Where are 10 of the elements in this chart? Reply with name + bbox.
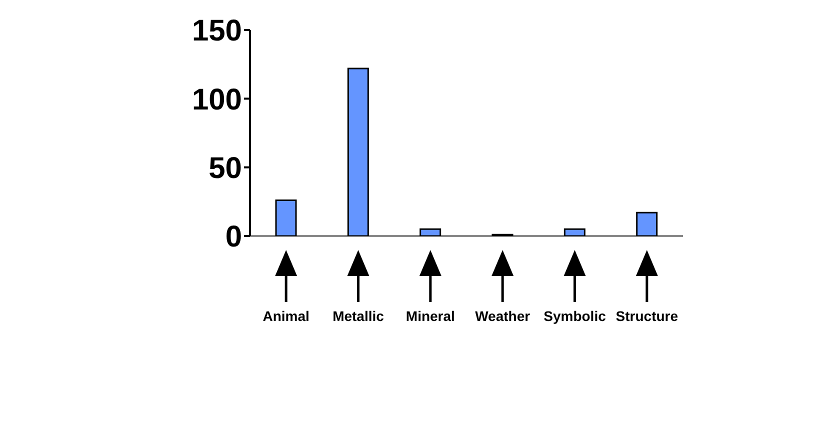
- x-tick-label: Structure: [616, 308, 678, 324]
- x-tick-label: Symbolic: [544, 308, 606, 324]
- y-tick-label: 100: [192, 83, 242, 116]
- y-tick-label: 0: [225, 220, 242, 254]
- x-tick-label: Metallic: [332, 308, 384, 324]
- x-tick-label: Animal: [262, 308, 310, 324]
- x-tick-label: Mineral: [406, 308, 455, 324]
- y-tick-label: 50: [208, 152, 242, 185]
- y-tick-label: 150: [192, 14, 242, 48]
- x-tick-label: Weather: [475, 308, 531, 324]
